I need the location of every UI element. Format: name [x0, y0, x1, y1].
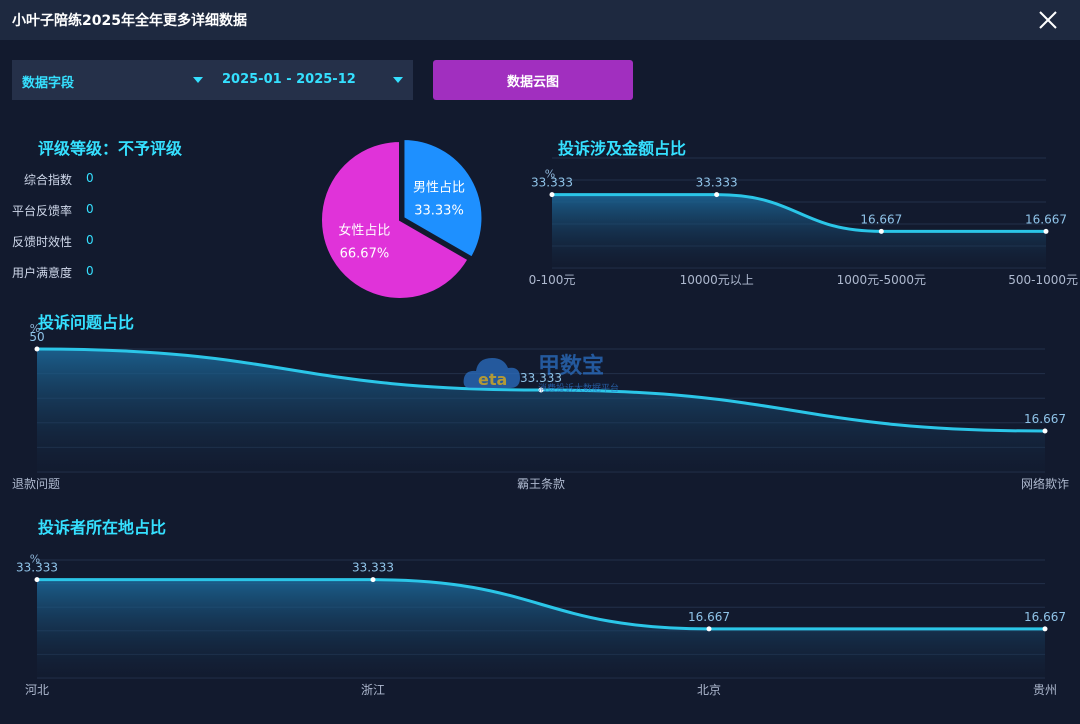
caret-down-icon[interactable]: [193, 77, 203, 83]
watermark-logo: eta 甲数宝 消费投诉大数据平台: [463, 353, 619, 394]
data-point: [714, 192, 720, 198]
data-point: [1043, 228, 1049, 234]
pie-slice-name: 女性占比: [338, 223, 390, 239]
data-label: 33.333: [520, 371, 562, 385]
area-fill: [37, 579, 1045, 678]
data-point: [549, 192, 555, 198]
gender-pie-chart: 男性占比 33.33% 女性占比 66.67%: [320, 137, 484, 300]
filter-bar: 数据字段 2025-01 - 2025-12: [12, 60, 413, 100]
data-label: 33.333: [352, 561, 394, 575]
series-line: [37, 578, 1045, 631]
data-label: 50: [29, 330, 44, 344]
x-tick-label: 北京: [697, 683, 721, 697]
metric-label: 平台反馈率: [11, 204, 72, 218]
data-label: 16.667: [1024, 610, 1066, 624]
svg-text:eta: eta: [478, 370, 507, 389]
amount-area-chart: %33.3330-100元33.33310000元以上16.6671000元-5…: [529, 157, 1078, 287]
data-label: 16.667: [1025, 212, 1067, 226]
data-label: 33.333: [696, 176, 738, 190]
data-point: [706, 626, 712, 632]
area-fill: [37, 349, 1045, 472]
metric-value: 0: [86, 171, 94, 185]
data-label: 16.667: [688, 610, 730, 624]
amount-chart-title: 投诉涉及金额占比: [558, 139, 687, 158]
rating-title: 评级等级：不予评级: [38, 139, 183, 158]
x-tick-label: 0-100元: [529, 273, 576, 287]
pie-slice-name: 男性占比: [413, 180, 465, 195]
data-point: [370, 577, 376, 583]
metric-label: 综合指数: [23, 173, 72, 187]
metric-value: 0: [86, 264, 94, 278]
x-tick-label: 河北: [25, 683, 49, 697]
pie-slice-label: 66.67%: [340, 247, 390, 262]
date-range-select[interactable]: 2025-01 - 2025-12: [222, 72, 356, 87]
x-tick-label: 10000元以上: [680, 273, 754, 287]
data-label: 16.667: [860, 212, 902, 226]
title-bar: 小叶子陪练2025年全年更多详细数据: [0, 0, 1080, 40]
series-line: [552, 193, 1046, 233]
x-tick-label: 浙江: [361, 683, 385, 697]
issue-chart-title: 投诉问题占比: [38, 313, 135, 332]
axis-unit-label: %: [30, 322, 40, 335]
metric-label: 用户满意度: [11, 266, 72, 280]
axis-unit-label: %: [545, 168, 555, 181]
data-point: [34, 577, 40, 583]
pie-slice: [320, 139, 470, 300]
area-fill: [552, 194, 1046, 268]
data-point: [1042, 428, 1048, 434]
caret-down-icon[interactable]: [393, 77, 403, 83]
x-tick-label: 贵州: [1033, 683, 1057, 697]
window-title: 小叶子陪练2025年全年更多详细数据: [12, 13, 247, 29]
data-point: [538, 387, 544, 393]
data-point: [34, 346, 40, 352]
close-icon[interactable]: [1036, 8, 1060, 32]
x-tick-label: 1000元-5000元: [837, 273, 926, 287]
field-select[interactable]: 数据字段: [22, 76, 75, 91]
pie-slice: [402, 137, 484, 259]
axis-unit-label: %: [30, 553, 40, 566]
data-point: [1042, 626, 1048, 632]
data-label: 33.333: [531, 176, 573, 190]
watermark-text: 甲数宝: [538, 353, 604, 379]
metric-value: 0: [86, 233, 94, 247]
x-tick-label: 霸王条款: [517, 477, 565, 491]
data-label: 16.667: [1024, 412, 1066, 426]
x-tick-label: 退款问题: [12, 477, 60, 491]
watermark-subtext: 消费投诉大数据平台: [538, 382, 619, 394]
x-tick-label: 网络欺诈: [1021, 476, 1069, 491]
pie-slice-label: 33.33%: [414, 203, 464, 218]
issue-area-chart: %50 退款问题 33.333 霸王条款 16.667 网络欺诈: [12, 322, 1069, 491]
region-chart-title: 投诉者所在地占比: [38, 518, 167, 537]
x-tick-label: 500-1000元: [1008, 273, 1078, 287]
data-point: [878, 228, 884, 234]
data-label: 33.333: [16, 561, 58, 575]
metric-label: 反馈时效性: [11, 235, 72, 249]
data-cloud-button[interactable]: 数据云图: [433, 60, 633, 100]
cloud-icon: [463, 358, 520, 388]
metric-value: 0: [86, 202, 94, 216]
